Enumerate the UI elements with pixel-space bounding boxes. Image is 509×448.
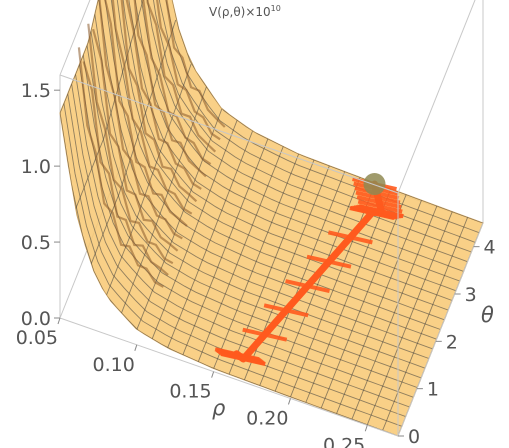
ridge-line xyxy=(82,61,169,276)
path-segment xyxy=(357,199,403,214)
z-tick-label: 1.5 xyxy=(21,80,51,102)
chart-title: V(ρ,θ)×1010 xyxy=(209,4,281,19)
x-tick-label: 0.05 xyxy=(16,327,58,349)
ridge-line xyxy=(142,0,212,166)
path-segment xyxy=(327,230,373,245)
box-edge xyxy=(397,222,484,437)
y-tick-label: 2 xyxy=(446,331,458,353)
mesh-line xyxy=(60,0,146,114)
mesh-line xyxy=(98,0,437,340)
x-tick-label: 0.15 xyxy=(169,381,211,403)
path-segment xyxy=(356,195,402,210)
x-tick xyxy=(287,398,291,405)
mesh-line xyxy=(63,103,403,427)
z-tick-label: 0.0 xyxy=(21,308,51,330)
y-tick-label: 3 xyxy=(465,284,477,306)
axis-ticks: 0.05 0.10 0.15 0.20 0.25 0 1 2 3 4 0.0 0.5 1.0 1.5 xyxy=(16,80,496,448)
mesh-line xyxy=(71,83,410,408)
box-edge xyxy=(59,0,91,76)
mesh-line xyxy=(102,0,441,330)
path-segment xyxy=(242,327,288,342)
path-segment xyxy=(358,204,404,219)
box-edge xyxy=(59,317,399,437)
ridge-line xyxy=(125,0,202,190)
mesh-line xyxy=(90,30,430,359)
mesh-line xyxy=(94,14,433,350)
ridge-line xyxy=(111,0,193,215)
x-tick-label: 0.10 xyxy=(93,354,135,376)
mesh-line xyxy=(121,0,460,282)
mesh-line xyxy=(113,0,453,301)
ridge-line xyxy=(133,0,207,178)
ridge-line xyxy=(77,47,164,288)
y-axis-label: θ xyxy=(481,303,494,327)
mesh-line xyxy=(109,0,449,311)
ridge-line xyxy=(146,0,217,153)
end-marker xyxy=(363,173,386,196)
optimization-path xyxy=(214,173,404,366)
path-segment xyxy=(306,254,352,269)
x-axis-label: ρ xyxy=(212,396,226,420)
ridge-line xyxy=(120,0,198,203)
mesh-line xyxy=(117,0,457,292)
mesh-line xyxy=(75,74,414,398)
mesh-line xyxy=(105,0,445,321)
ridge-line xyxy=(165,0,226,128)
x-tick xyxy=(211,371,215,378)
path-segment xyxy=(263,303,309,318)
mesh-line xyxy=(136,0,476,243)
mesh-line xyxy=(125,0,464,272)
plot-box-front xyxy=(59,0,484,437)
ridge-line xyxy=(92,28,179,252)
x-tick-label: 0.25 xyxy=(323,434,365,448)
path-segment xyxy=(220,352,266,366)
mesh-line xyxy=(136,108,223,330)
mesh-line xyxy=(86,45,426,369)
x-tick xyxy=(134,344,138,351)
path-segment xyxy=(285,279,330,293)
ridge-line xyxy=(98,0,183,240)
mesh-line xyxy=(129,0,468,263)
z-tick-label: 0.5 xyxy=(21,232,51,254)
mesh-line xyxy=(105,63,192,297)
mesh-line xyxy=(82,54,422,379)
box-edge xyxy=(59,74,399,194)
z-tick-label: 1.0 xyxy=(21,156,51,178)
y-tick-label: 1 xyxy=(427,379,439,401)
surface-ridges xyxy=(77,0,226,288)
ridge-line xyxy=(156,0,221,141)
mesh-line xyxy=(132,0,472,253)
x-tick xyxy=(57,317,61,325)
y-tick-label: 4 xyxy=(484,237,496,259)
box-edge xyxy=(397,0,476,194)
ridge-line xyxy=(87,23,174,265)
x-tick xyxy=(364,425,368,432)
ridge-line xyxy=(104,0,188,227)
path-segment xyxy=(355,190,401,205)
x-tick-label: 0.20 xyxy=(246,407,288,429)
y-tick-label: 0 xyxy=(408,426,420,448)
